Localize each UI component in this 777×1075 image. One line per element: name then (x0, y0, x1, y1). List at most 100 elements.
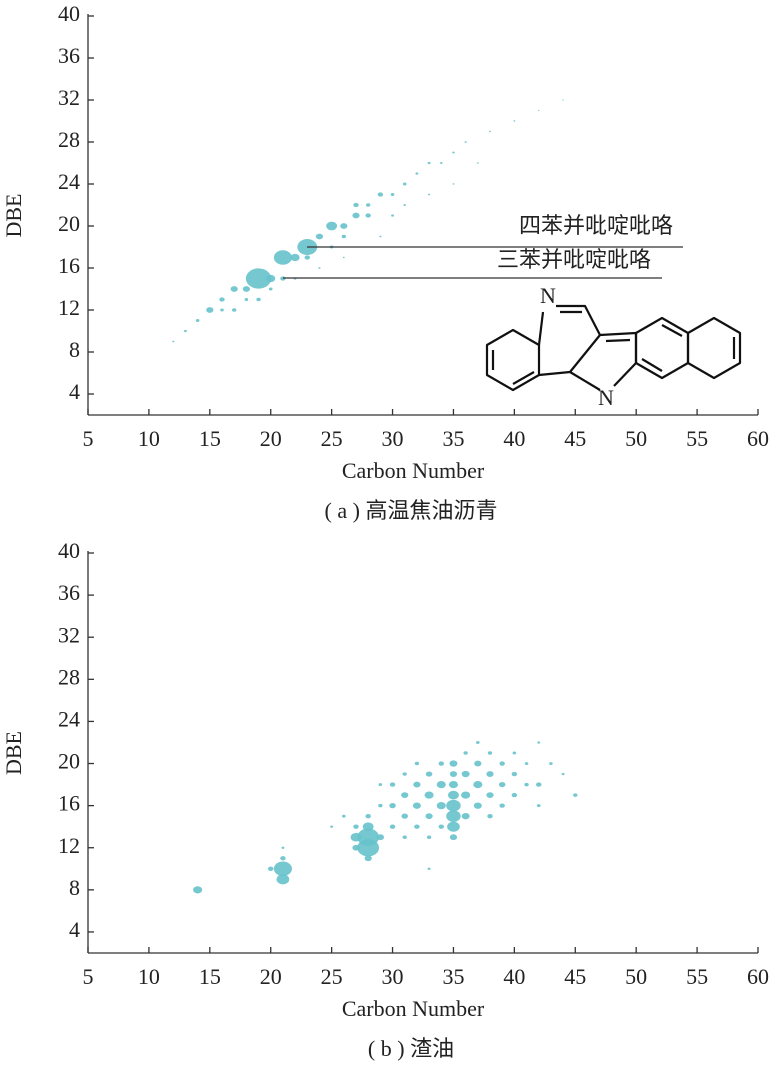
x-axis-label: Carbon Number (342, 458, 485, 483)
x-tick-label: 60 (747, 964, 769, 989)
x-tick-label: 15 (199, 426, 221, 451)
bubble (364, 855, 372, 862)
x-tick-label: 25 (321, 964, 343, 989)
chart: 4 8 12 16 20 24 28 32 36 40 5 10 15 20 25 30 35 40 45 50 55 6… (1, 1, 769, 523)
bubble (461, 812, 470, 820)
bubble (273, 861, 292, 877)
annotation: 四苯并吡啶吡咯 (519, 213, 673, 238)
bubble (447, 821, 460, 832)
bubble (389, 803, 396, 809)
x-tick-label: 40 (503, 964, 525, 989)
bubble (206, 307, 214, 313)
y-tick-label: 32 (58, 85, 80, 110)
bubble (377, 192, 384, 197)
x-tick-label: 55 (686, 426, 708, 451)
y-tick-label: 28 (58, 127, 80, 152)
bubble (232, 308, 237, 312)
bubble (414, 761, 420, 766)
bubble (362, 822, 374, 832)
bubble (537, 741, 541, 744)
y-axis-label: DBE (1, 731, 26, 775)
y-tick-label: 12 (58, 295, 80, 320)
bubble (573, 793, 578, 797)
bubble (413, 781, 421, 788)
caption: ( a ) 高温焦油沥青 (325, 498, 498, 523)
bubble (452, 183, 455, 185)
bubble (172, 340, 175, 343)
annotation: 三苯并吡啶吡咯 (497, 247, 651, 272)
bubble (401, 792, 409, 799)
y-tick-label: 16 (58, 253, 80, 278)
bubble (549, 762, 553, 765)
bubble (195, 319, 200, 322)
bond (537, 311, 545, 346)
bubble (415, 172, 419, 175)
bubble (436, 780, 446, 789)
pyridine-ring (538, 304, 602, 377)
x-axis-label: Carbon Number (342, 996, 485, 1021)
bubble (365, 213, 371, 218)
x-tick-label: 5 (83, 426, 94, 451)
bubble (476, 741, 480, 744)
x-tick-label: 60 (747, 426, 769, 451)
x-tick-label: 40 (503, 426, 525, 451)
bubble (449, 771, 458, 777)
bubble (426, 835, 432, 839)
bubble (242, 286, 250, 292)
bubble (379, 235, 382, 238)
annotation-leaders: 四苯并吡啶吡咯 三苯并吡啶吡咯 (283, 213, 683, 279)
x-tick-label: 35 (442, 426, 464, 451)
bubble (486, 771, 494, 777)
x-tick-label: 35 (442, 964, 464, 989)
bubble (342, 256, 345, 259)
bubble (273, 250, 292, 265)
bubble (524, 762, 529, 765)
double-bond (641, 358, 663, 372)
bubble (341, 234, 346, 239)
bubble (562, 99, 564, 101)
bubble (389, 782, 396, 787)
bubble (499, 761, 505, 766)
bubble (219, 297, 225, 302)
bubble (391, 214, 394, 217)
atom-label: N (540, 283, 556, 308)
bubble (245, 268, 272, 289)
bubble (463, 751, 468, 755)
x-tick-label: 50 (625, 426, 647, 451)
caption: ( b ) 渣油 (368, 1036, 454, 1061)
bubble (365, 813, 371, 819)
x-tick-label: 20 (260, 426, 282, 451)
y-tick-label: 4 (69, 917, 80, 942)
y-tick-label: 20 (58, 211, 80, 236)
double-bond (605, 338, 631, 343)
bubble (353, 824, 359, 829)
bubble (436, 802, 446, 810)
bubble (446, 799, 461, 812)
bubble (476, 162, 479, 164)
bubble (536, 782, 542, 787)
bubble (376, 834, 384, 841)
bubble (474, 760, 482, 767)
bubble (340, 223, 348, 229)
bubble (402, 182, 407, 186)
bubble (378, 803, 383, 808)
y-tick-label: 8 (69, 337, 80, 362)
y-tick-label: 12 (58, 833, 80, 858)
bubble (524, 782, 529, 787)
bubble (193, 886, 203, 894)
naphthalene-ring (634, 316, 690, 380)
bubble (513, 120, 516, 122)
bubble (489, 130, 491, 133)
y-tick-label: 32 (58, 622, 80, 647)
bubble (561, 772, 565, 776)
bubble (315, 233, 324, 240)
bubble (220, 308, 224, 312)
bubble (318, 267, 321, 269)
bubble (424, 791, 434, 799)
y-tick-label: 8 (69, 875, 80, 900)
atom-label: N (598, 385, 614, 410)
x-tick-label: 20 (260, 964, 282, 989)
bubble (498, 781, 506, 788)
y-tick-label: 20 (58, 749, 80, 774)
bubble (352, 212, 360, 219)
